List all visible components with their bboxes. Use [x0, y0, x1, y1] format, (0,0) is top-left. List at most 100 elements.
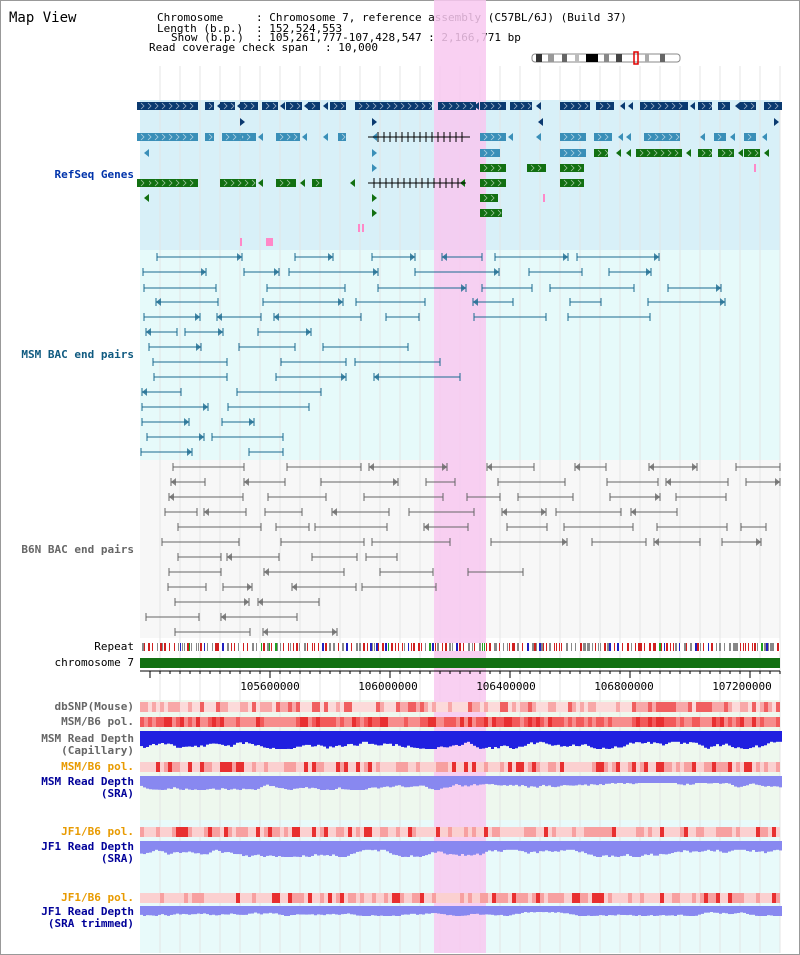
- msm-b6-pol-strip: [440, 717, 444, 727]
- repeat-element: [777, 643, 779, 651]
- msm-sra-depth-bar: [224, 776, 227, 789]
- msm-sra-depth-bar: [575, 776, 578, 786]
- repeat-element: [534, 643, 536, 651]
- jf1-trimmed-depth-bar: [269, 906, 272, 913]
- jf1-trimmed-depth-bar: [152, 906, 155, 916]
- jf1-b6-pol-strip-2: [764, 893, 768, 903]
- repeat-element: [499, 643, 500, 651]
- track-label-chromosome[interactable]: chromosome 7: [54, 656, 134, 669]
- dbsnp-strip: [684, 702, 688, 712]
- jf1-trimmed-depth-bar: [776, 906, 779, 916]
- page-title: Map View: [9, 10, 77, 26]
- msm-b6-pol-strip-2: [356, 762, 360, 772]
- track-label-dbsnp[interactable]: dbSNP(Mouse): [54, 700, 134, 713]
- jf1-sra-depth-bar: [767, 841, 770, 852]
- msm-sra-depth-bar: [323, 776, 326, 790]
- msm-b6-pol-strip-2: [660, 762, 664, 772]
- msm-b6-pol-strip: [632, 717, 636, 727]
- gene-strand-mark: [372, 102, 377, 110]
- jf1-trimmed-depth-bar: [185, 906, 188, 915]
- msm-b6-pol-strip-2: [500, 762, 504, 772]
- jf1-sra-depth-bar: [629, 841, 632, 856]
- track-label-msm-depth-sra[interactable]: MSM Read Depth: [41, 775, 134, 788]
- repeat-element: [479, 643, 481, 651]
- dbsnp-strip: [168, 702, 172, 712]
- track-label-msm-b6-pol-1[interactable]: MSM/B6 pol.: [61, 715, 134, 728]
- msm-capillary-depth-bar: [365, 731, 368, 742]
- jf1-b6-pol-strip-2: [720, 893, 724, 903]
- jf1-b6-pol-strip-2: [624, 893, 628, 903]
- msm-b6-pol-strip-2: [216, 762, 220, 772]
- track-label-repeat[interactable]: Repeat: [94, 640, 134, 653]
- msm-sra-depth-bar: [656, 776, 659, 783]
- dbsnp-strip: [584, 702, 588, 712]
- jf1-sra-depth-bar: [239, 841, 242, 855]
- repeat-element: [459, 643, 461, 651]
- msm-sra-depth-bar: [299, 776, 302, 788]
- track-label-b6n-bac[interactable]: B6N BAC end pairs: [21, 543, 134, 556]
- jf1-sra-depth-bar: [248, 841, 251, 857]
- gene-strand-mark: [168, 179, 173, 187]
- track-label-msm-depth-capillary[interactable]: MSM Read Depth: [41, 732, 134, 745]
- track-label-jf1-depth-trimmed-sub: (SRA trimmed): [47, 917, 134, 930]
- jf1-b6-pol-strip: [440, 827, 444, 837]
- msm-sra-depth-bar: [602, 776, 605, 786]
- msm-capillary-depth-bar: [731, 731, 734, 748]
- msm-b6-pol-strip-2: [260, 762, 264, 772]
- jf1-b6-pol-strip-2: [588, 893, 592, 903]
- msm-sra-depth-bar: [701, 776, 704, 784]
- jf1-trimmed-depth-bar: [593, 906, 596, 916]
- jf1-sra-depth-bar: [191, 841, 194, 853]
- jf1-sra-depth-bar: [224, 841, 227, 853]
- gene-strand-mark: [660, 149, 665, 157]
- track-label-jf1-depth-sra[interactable]: JF1 Read Depth: [41, 840, 134, 853]
- dbsnp-strip: [712, 702, 716, 712]
- track-label-refseq[interactable]: RefSeq Genes: [54, 168, 134, 181]
- jf1-sra-depth-bar: [704, 841, 707, 851]
- jf1-b6-pol-strip: [416, 827, 420, 837]
- jf1-sra-depth-bar: [353, 841, 356, 854]
- msm-b6-pol-strip-2: [312, 762, 316, 772]
- gene-strand-mark: [721, 102, 726, 110]
- gene-strand-mark: [208, 133, 213, 141]
- msm-capillary-depth-bar: [554, 731, 557, 746]
- dbsnp-strip: [560, 702, 564, 712]
- msm-sra-depth-bar: [686, 776, 689, 784]
- msm-sra-depth-bar: [485, 776, 488, 784]
- gene-arrow: [372, 118, 377, 126]
- track-label-jf1-b6-pol-2[interactable]: JF1/B6 pol.: [61, 891, 134, 904]
- gene-strand-mark: [728, 149, 733, 157]
- dbsnp-strip: [188, 702, 192, 712]
- msm-capillary-depth-bar: [404, 731, 407, 748]
- jf1-b6-pol-strip: [396, 827, 400, 837]
- msm-bac-end: [374, 373, 379, 381]
- jf1-sra-depth-bar: [683, 841, 686, 851]
- msm-b6-pol-strip-2: [160, 762, 164, 772]
- msm-sra-depth-bar: [464, 776, 467, 786]
- dbsnp-strip: [604, 702, 608, 712]
- msm-b6-pol-strip-2: [344, 762, 348, 772]
- msm-b6-pol-strip: [572, 717, 576, 727]
- track-label-jf1-b6-pol-1[interactable]: JF1/B6 pol.: [61, 825, 134, 838]
- msm-bac-end: [142, 388, 147, 396]
- gene-strand-mark: [563, 164, 568, 172]
- msm-capillary-depth-bar: [239, 731, 242, 743]
- msm-b6-pol-strip: [352, 717, 356, 727]
- jf1-trimmed-depth-bar: [437, 906, 440, 914]
- msm-b6-pol-strip-2: [476, 762, 480, 772]
- track-label-msm-b6-pol-2[interactable]: MSM/B6 pol.: [61, 760, 134, 773]
- msm-sra-depth-bar: [767, 776, 770, 786]
- b6n-bac-end: [263, 628, 268, 636]
- jf1-trimmed-depth-bar: [761, 906, 764, 916]
- track-label-msm-bac[interactable]: MSM BAC end pairs: [21, 348, 134, 361]
- repeat-element: [627, 643, 629, 651]
- msm-capillary-depth-bar: [182, 731, 185, 747]
- track-label-jf1-depth-trimmed[interactable]: JF1 Read Depth: [41, 905, 134, 918]
- msm-b6-pol-strip-2: [756, 762, 760, 772]
- msm-bac-end: [654, 253, 659, 261]
- b6n-bac-end: [332, 508, 337, 516]
- jf1-sra-depth-bar: [632, 841, 635, 857]
- msm-sra-depth-bar: [335, 776, 338, 789]
- msm-b6-pol-strip: [568, 717, 572, 727]
